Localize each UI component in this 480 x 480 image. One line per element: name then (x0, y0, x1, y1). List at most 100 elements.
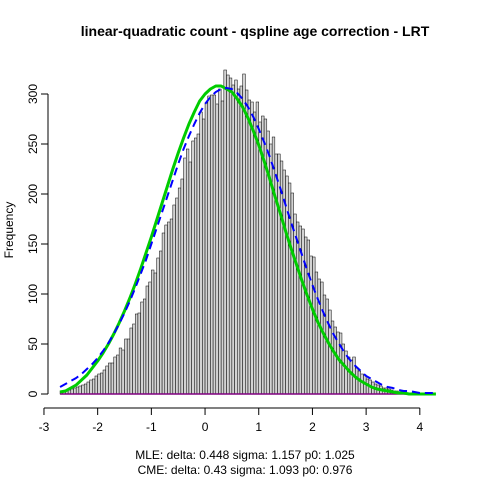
histogram-bar (325, 298, 329, 395)
y-tick-label: 100 (26, 284, 40, 304)
histogram-bar (75, 386, 80, 395)
histogram-bar (137, 312, 141, 395)
histogram-bar (330, 320, 335, 395)
y-tick-label: 300 (26, 84, 40, 104)
histogram-bar (129, 327, 133, 395)
x-tick-label: 3 (363, 420, 370, 434)
histogram-bar (92, 378, 96, 395)
histogram-bar (161, 232, 166, 395)
histogram-bar (177, 187, 182, 395)
histogram-bar (215, 103, 219, 395)
histogram-bar (207, 95, 211, 395)
histogram-bar (317, 278, 321, 395)
histogram-bar (234, 79, 238, 395)
x-tick-label: 2 (309, 420, 316, 434)
curve-mle (59, 87, 436, 394)
histogram-bar (293, 213, 297, 395)
histogram-bar (124, 338, 128, 395)
histogram-bar (140, 301, 144, 395)
histogram-bar (306, 239, 310, 395)
histogram-bar (175, 197, 179, 395)
histogram-bar (89, 379, 93, 395)
histogram-bar (274, 153, 278, 395)
histogram-bar (167, 221, 171, 395)
histogram-bar (202, 118, 206, 395)
histogram-bar (228, 77, 233, 395)
histogram-bar (196, 133, 200, 395)
histogram-bar (188, 161, 192, 395)
histogram-bar (105, 365, 109, 395)
histogram-bar (94, 375, 98, 395)
x-tick-label: 4 (416, 420, 423, 434)
histogram-bar (172, 204, 176, 395)
histogram-bar (126, 338, 131, 395)
histogram-bar (296, 221, 300, 395)
histogram-bar (78, 385, 82, 395)
y-tick-label: 250 (26, 134, 40, 154)
histogram-bar (223, 69, 227, 395)
histogram-bar (204, 102, 208, 395)
y-tick-label: 200 (26, 184, 40, 204)
histogram-bar (258, 121, 262, 395)
histogram-bar (116, 354, 120, 395)
histogram-bar (121, 349, 125, 395)
histogram-bar (108, 362, 112, 395)
histogram-bar (237, 88, 241, 395)
histogram-bar (336, 331, 340, 395)
histogram-bar (279, 160, 284, 395)
histogram-bar (347, 356, 351, 395)
histogram-bar (97, 373, 101, 395)
histogram-bar (153, 272, 157, 395)
histogram-bar (164, 224, 168, 395)
histogram-bar (271, 136, 276, 395)
histogram-bar (180, 178, 184, 395)
histogram-bar (357, 370, 362, 395)
y-tick-label: 150 (26, 234, 40, 254)
fitted-curves (59, 84, 436, 396)
histogram-bar (81, 384, 85, 395)
histogram-bar (113, 356, 117, 395)
histogram-bar (191, 140, 195, 395)
x-tick-label: -3 (39, 420, 50, 434)
histogram-bar (341, 343, 345, 395)
chart-title: linear-quadratic count - qspline age cor… (81, 23, 430, 39)
histogram-bar (100, 372, 104, 395)
histogram-bar (220, 100, 225, 395)
y-axis-label: Frequency (2, 202, 16, 259)
histogram-bar (242, 73, 246, 395)
histogram-bar (349, 359, 353, 395)
histogram-bar (210, 94, 214, 395)
histogram-bar (183, 157, 187, 395)
histogram-bar (231, 84, 235, 395)
histogram-bar (290, 192, 294, 395)
x-tick-label: 1 (255, 420, 262, 434)
histogram-bar (212, 94, 217, 395)
histogram-bar (134, 313, 139, 395)
histogram-bar (102, 369, 106, 395)
histogram-bar (226, 74, 230, 395)
histogram-bar (247, 99, 251, 395)
histogram-bar (199, 111, 203, 395)
histogram-bar (148, 281, 152, 395)
x-tick-label: 0 (202, 420, 209, 434)
histogram-bar (151, 269, 155, 395)
histogram-bar (218, 88, 222, 395)
histogram-bar (186, 148, 190, 395)
histogram-bar (285, 175, 289, 395)
y-axis: 0 50 100 150 200 250 300 (26, 84, 49, 397)
histogram-bar (355, 367, 359, 395)
histogram-bar (253, 111, 257, 395)
cme-annotation: CME: delta: 0.43 sigma: 1.093 p0: 0.976 (138, 463, 353, 477)
histogram-bar (245, 89, 249, 395)
histogram-bar (132, 323, 136, 395)
histogram-bar (322, 294, 327, 395)
histogram-bar (118, 347, 123, 395)
histogram-bar (169, 218, 174, 395)
histogram-bar (83, 383, 88, 395)
y-tick-label: 0 (26, 390, 40, 397)
x-tick-label: -2 (92, 420, 103, 434)
histogram-bar (250, 101, 254, 395)
histogram-bar (159, 250, 163, 395)
y-tick-label: 50 (26, 337, 40, 351)
